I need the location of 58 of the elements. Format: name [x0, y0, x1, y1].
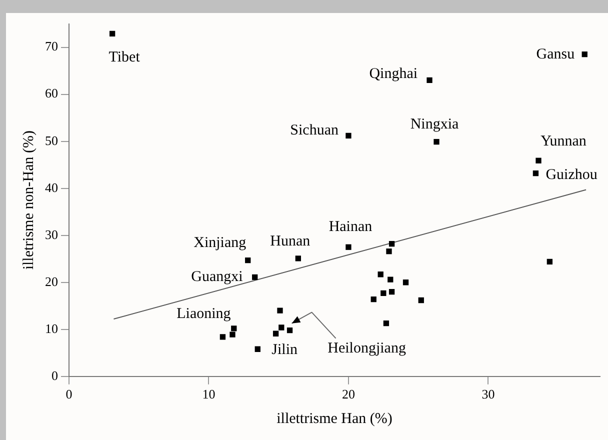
point [426, 77, 432, 84]
point [109, 30, 116, 36]
y-tick-label: 60 [45, 86, 58, 101]
point [532, 170, 539, 176]
point [277, 308, 283, 314]
point [272, 330, 279, 336]
point [388, 240, 395, 247]
point [220, 334, 226, 340]
point [230, 332, 236, 338]
annotation: Guizhou [546, 167, 598, 184]
point [278, 324, 284, 330]
y-tick-label: 0 [52, 368, 58, 383]
point [252, 274, 258, 280]
point [346, 244, 352, 250]
annotation: Sichuan [290, 122, 339, 139]
x-tick-label: 10 [202, 386, 216, 402]
x-axis-title: illettrisme Han (%) [276, 410, 392, 427]
y-tick-label: 10 [45, 320, 58, 336]
y-tick-label: 50 [45, 132, 58, 148]
point [295, 256, 301, 262]
point [380, 290, 386, 296]
point [286, 328, 293, 334]
point [536, 158, 542, 164]
y-tick-label: 40 [45, 180, 58, 195]
point [418, 297, 424, 304]
point [378, 272, 384, 278]
annotation: Yunnan [540, 134, 587, 150]
point [254, 346, 260, 352]
annotation: Qinghai [369, 66, 418, 82]
y-axis-title: illetrisme non-Han (%) [20, 130, 37, 270]
y-tick-label: 20 [45, 274, 58, 289]
point [346, 132, 352, 139]
annotation: Tibet [108, 50, 141, 66]
x-tick-label: 0 [66, 386, 72, 402]
annotation: Heilongjiang [328, 340, 406, 356]
point [388, 276, 394, 282]
point [582, 52, 588, 58]
annotation: Xinjiang [194, 235, 247, 252]
x-tick-label: 30 [482, 386, 495, 402]
annotation: Guangxi [191, 269, 243, 286]
annotation: Ningxia [410, 116, 460, 133]
point [388, 288, 395, 295]
point [402, 280, 409, 286]
annotation: Gansu [536, 46, 576, 62]
annotation: Hainan [328, 219, 373, 236]
y-tick-label: 70 [45, 38, 58, 54]
x-tick-label: 20 [342, 386, 355, 402]
point [383, 320, 390, 326]
point [231, 326, 237, 332]
annotation: Liaoning [176, 306, 232, 322]
point [386, 248, 392, 254]
point [370, 296, 376, 302]
point [546, 258, 553, 265]
y-tick-label: 30 [45, 226, 58, 242]
annotation: Jilin [272, 342, 298, 358]
point [245, 257, 251, 264]
point [434, 138, 440, 145]
annotation: Hunan [270, 233, 311, 250]
